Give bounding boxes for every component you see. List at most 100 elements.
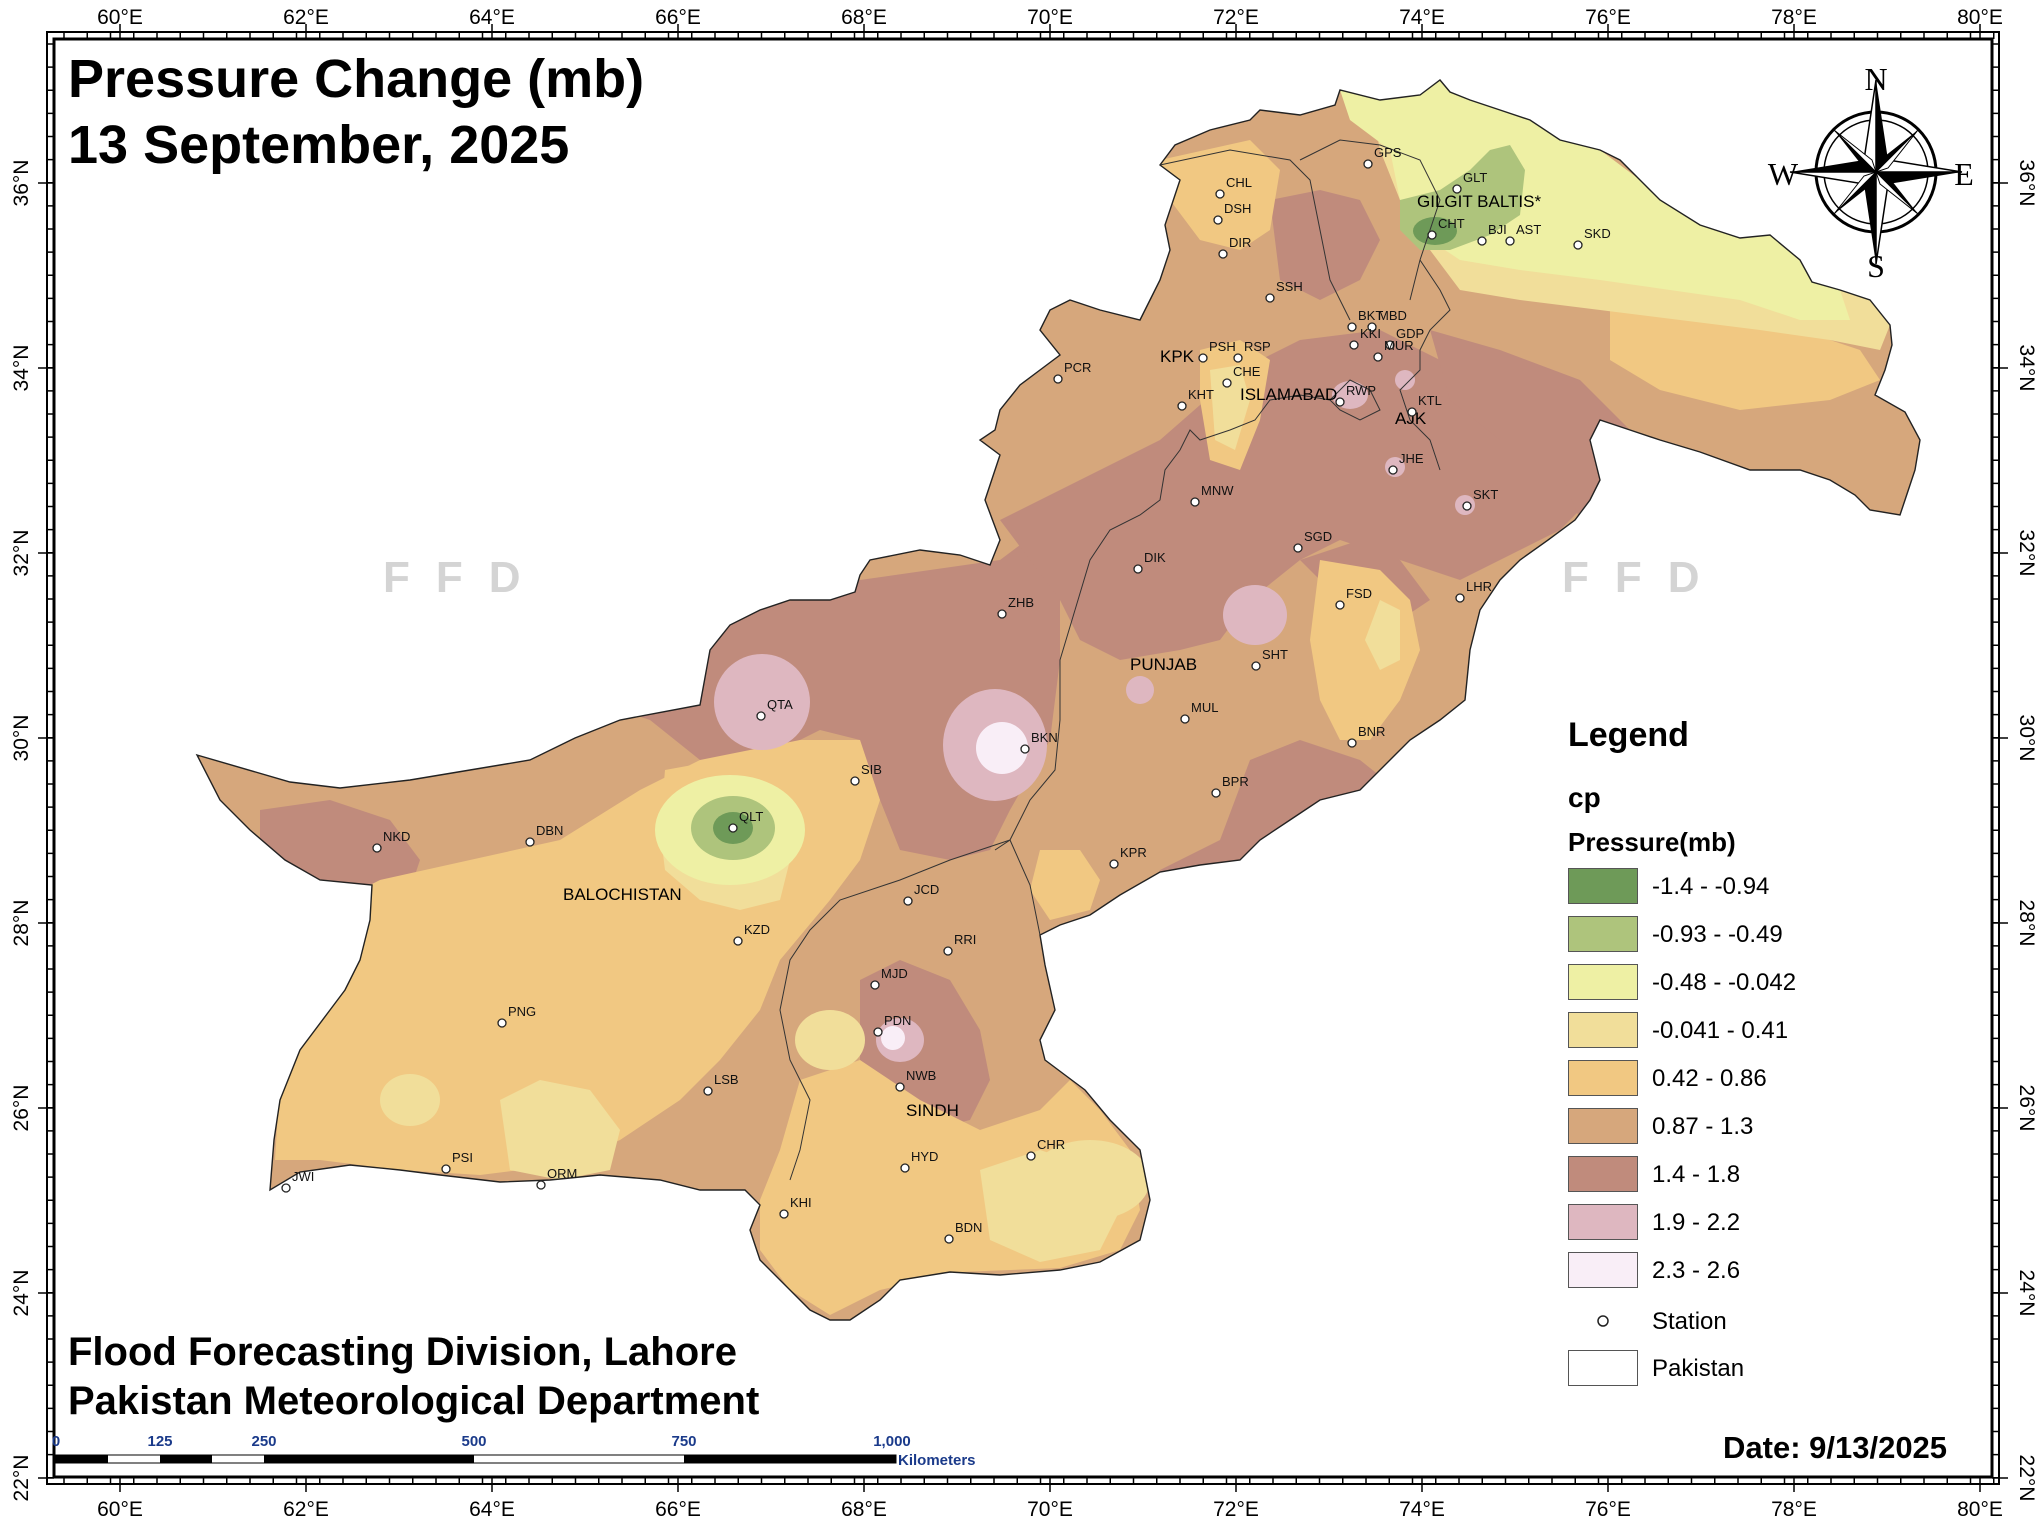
credit-line2: Pakistan Meteorological Department [68,1379,760,1423]
station-marker-icon[interactable] [1053,374,1063,384]
station-marker-icon[interactable] [1251,661,1261,671]
station-label: PSH [1209,339,1236,354]
graticule-labels: 60°E 60°E 62°E 62°E 64°E 64°E 66°E 66°E 68°E 68°E… [10,6,2038,1521]
station-label: JCD [914,882,939,897]
graticule-label: 62°E [283,1498,329,1521]
graticule-label: 64°E [469,1498,515,1521]
station-symbol-icon [1597,1315,1609,1327]
station-marker-icon[interactable] [1109,859,1119,869]
graticule-label: 78°E [1771,6,1817,29]
station-marker-icon[interactable] [728,823,738,833]
station-marker-icon[interactable] [1373,352,1383,362]
station-marker-icon[interactable] [850,776,860,786]
station-marker-icon[interactable] [903,896,913,906]
station-marker-icon[interactable] [1347,322,1357,332]
region-label-punjab: PUNJAB [1130,655,1197,674]
station-marker-icon[interactable] [779,1209,789,1219]
contour-zone [1030,1140,1150,1220]
station-label: HYD [911,1149,938,1164]
station-marker-icon[interactable] [1222,378,1232,388]
legend-swatch [1568,1060,1638,1096]
station-marker-icon[interactable] [441,1164,451,1174]
station-marker-icon[interactable] [497,1018,507,1028]
station-marker-icon[interactable] [1233,353,1243,363]
graticule-label: 70°E [1027,6,1073,29]
station-marker-icon[interactable] [1477,236,1487,246]
graticule-label: 36°N [2015,160,2038,207]
map-title-line1: Pressure Change (mb) [68,49,645,109]
station-marker-icon[interactable] [756,711,766,721]
station-marker-icon[interactable] [1427,230,1437,240]
contour-zone [1030,850,1100,920]
station-marker-icon[interactable] [944,1234,954,1244]
station-marker-icon[interactable] [1335,397,1345,407]
station-marker-icon[interactable] [1452,184,1462,194]
station-marker-icon[interactable] [733,936,743,946]
station-marker-icon[interactable] [1293,543,1303,553]
contour-zone [1365,600,1400,670]
station-marker-icon[interactable] [943,946,953,956]
station-marker-icon[interactable] [1133,564,1143,574]
station-label: DSH [1224,201,1251,216]
station-marker-icon[interactable] [1455,593,1465,603]
station-marker-icon[interactable] [703,1086,713,1096]
station-label: GDP [1396,326,1424,341]
station-marker-icon[interactable] [900,1163,910,1173]
legend-class-label: 0.42 - 0.86 [1652,1065,1767,1092]
station-marker-icon[interactable] [1177,401,1187,411]
station-marker-icon[interactable] [372,843,382,853]
region-label-sindh: SINDH [906,1101,959,1120]
station-marker-icon[interactable] [1573,240,1583,250]
station-marker-icon[interactable] [1198,353,1208,363]
station-marker-icon[interactable] [525,837,535,847]
station-label: KZD [744,922,770,937]
station-marker-icon[interactable] [1363,159,1373,169]
station-label: NKD [383,829,410,844]
graticule-label: 66°E [655,1498,701,1521]
station-label: KHT [1188,387,1214,402]
station-label: GLT [1463,170,1487,185]
station-marker-icon[interactable] [281,1183,291,1193]
station-marker-icon[interactable] [1218,249,1228,259]
station-marker-icon[interactable] [1213,215,1223,225]
station-label: BKT [1358,308,1383,323]
station-marker-icon[interactable] [1026,1151,1036,1161]
station-label: DIK [1144,550,1166,565]
scale-label: 750 [671,1433,696,1450]
station-marker-icon[interactable] [1335,600,1345,610]
station-marker-icon[interactable] [1190,497,1200,507]
station-label: KTL [1418,393,1442,408]
station-marker-icon[interactable] [1180,714,1190,724]
graticule-label: 26°N [10,1085,33,1132]
station-marker-icon[interactable] [1505,236,1515,246]
scale-label: 0 [52,1433,60,1450]
legend-title: Legend [1568,716,1689,754]
station-marker-icon[interactable] [1462,501,1472,511]
station-marker-icon[interactable] [997,609,1007,619]
legend-boundary-label: Pakistan [1652,1355,1745,1382]
station-marker-icon[interactable] [536,1180,546,1190]
graticule-label: 32°N [10,530,33,577]
station-marker-icon[interactable] [870,980,880,990]
station-marker-icon[interactable] [1388,465,1398,475]
station-marker-icon[interactable] [1020,744,1030,754]
watermark-left: FFD [383,553,547,602]
station-marker-icon[interactable] [1215,189,1225,199]
map-date: Date: 9/13/2025 [1723,1430,1948,1465]
station-marker-icon[interactable] [1347,738,1357,748]
legend-class-label: 1.9 - 2.2 [1652,1209,1741,1236]
graticule-label: 30°N [2015,715,2038,762]
station-marker-icon[interactable] [1349,340,1359,350]
station-marker-icon[interactable] [1385,340,1395,350]
station-marker-icon[interactable] [873,1027,883,1037]
station-marker-icon[interactable] [895,1082,905,1092]
station-marker-icon[interactable] [1407,407,1417,417]
station-label: PCR [1064,360,1091,375]
station-marker-icon[interactable] [1367,322,1377,332]
graticule-label: 80°E [1957,6,2003,29]
station-label: ORM [547,1166,577,1181]
contour-zone [1430,330,1640,520]
station-marker-icon[interactable] [1265,293,1275,303]
station-marker-icon[interactable] [1211,788,1221,798]
